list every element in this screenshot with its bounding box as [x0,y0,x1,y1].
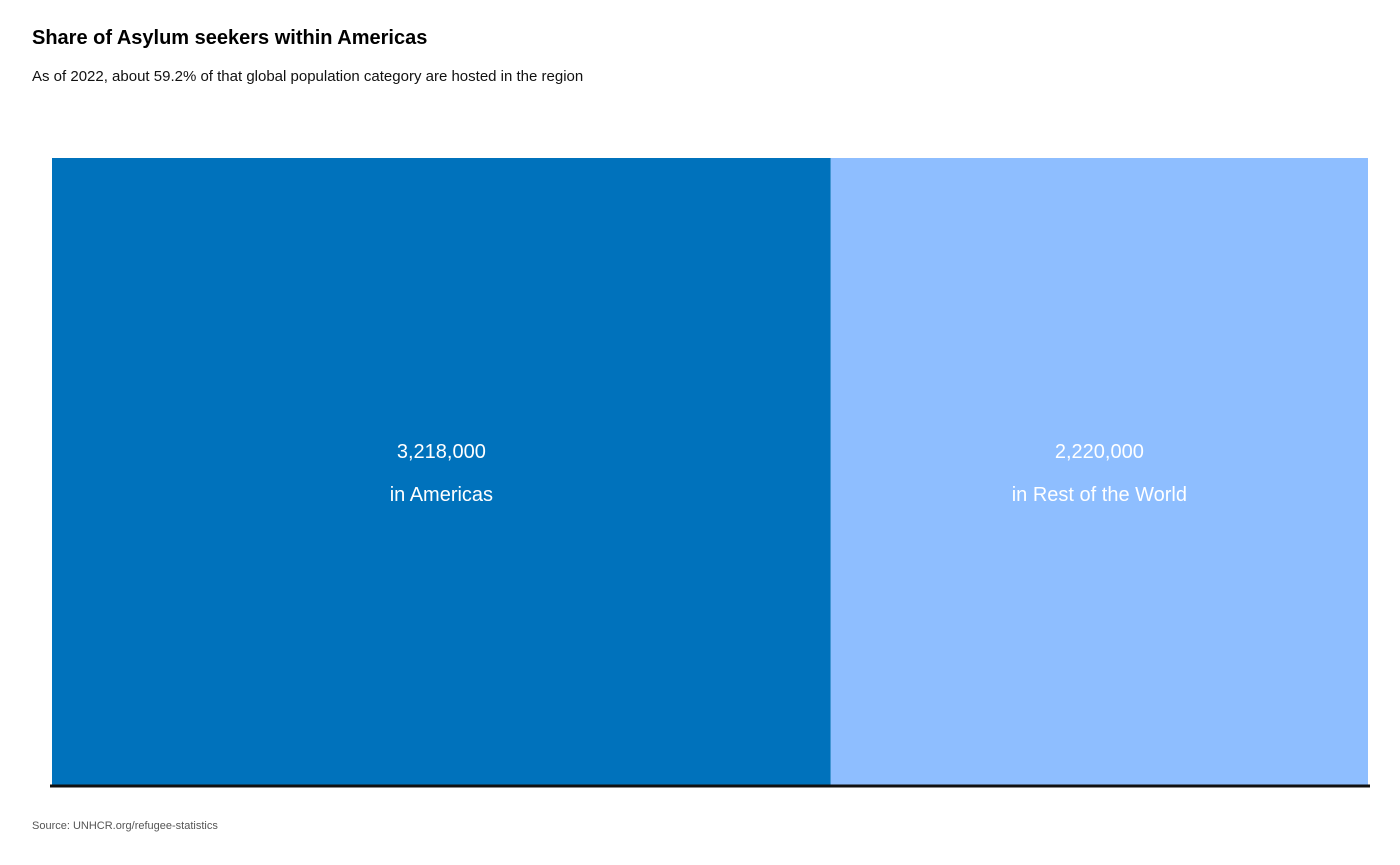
bar-rest-of-world-category-label: in Rest of the World [1012,484,1187,506]
bar-rest-of-world-value-label: 2,220,000 [1055,441,1144,463]
bar-americas-category-label: in Americas [390,484,493,506]
bar-rest-of-world [830,158,1368,785]
source-note: Source: UNHCR.org/refugee-statistics [32,820,218,832]
chart-title: Share of Asylum seekers within Americas [32,27,428,49]
bar-americas-value-label: 3,218,000 [397,441,486,463]
bar-americas [52,158,831,785]
chart-subtitle: As of 2022, about 59.2% of that global p… [32,68,584,85]
bars-group [52,158,1368,785]
labels-group: 3,218,000 in Americas 2,220,000 in Rest of … [390,441,1187,506]
